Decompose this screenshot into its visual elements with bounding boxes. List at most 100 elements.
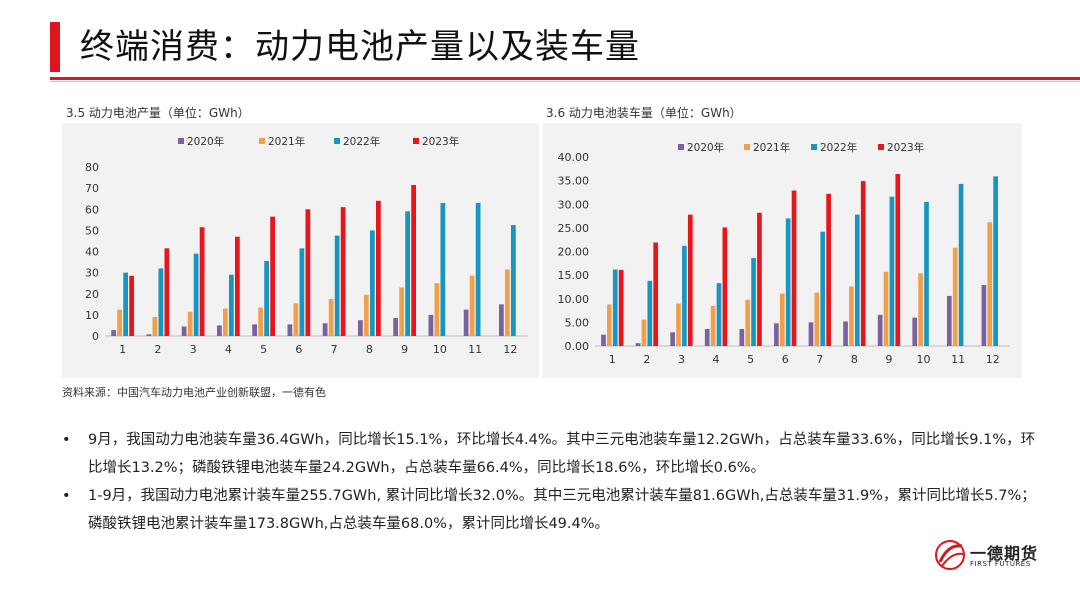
legend-swatch: [811, 144, 817, 150]
bar-2022年-1: [123, 272, 129, 336]
title-divider: [50, 77, 1080, 80]
bar-2022年-11: [958, 183, 964, 346]
bar-2022年-9: [405, 211, 411, 336]
title-accent-bar: [50, 22, 60, 72]
bar-2023年-9: [895, 174, 901, 346]
y-tick-label: 40.00: [558, 151, 590, 164]
bar-2022年-2: [647, 280, 653, 346]
bar-2020年-7: [808, 322, 814, 346]
logo-name: 一德期货: [970, 544, 1039, 563]
bar-2020年-11: [463, 309, 469, 336]
bar-2021年-10: [918, 273, 923, 346]
y-tick-label: 30: [85, 267, 99, 280]
logo-subtitle: FIRST FUTURES: [970, 560, 1031, 568]
bar-2022年-7: [820, 231, 826, 346]
bar-2023年-8: [375, 200, 381, 336]
y-tick-label: 20: [85, 288, 99, 301]
bar-2020年-5: [739, 328, 745, 346]
bar-2022年-12: [510, 225, 516, 336]
bar-2022年-4: [716, 283, 722, 346]
bar-2023年-1: [129, 275, 134, 336]
bar-2021年-12: [987, 222, 993, 346]
bar-2023年-9: [411, 184, 416, 336]
bar-2020年-1: [601, 334, 606, 346]
bar-2021年-1: [607, 304, 612, 346]
bar-2021年-11: [469, 275, 475, 336]
legend-label: 2021年: [753, 141, 790, 154]
bar-2020年-4: [217, 325, 222, 336]
legend-swatch: [334, 138, 340, 144]
bar-2022年-1: [612, 269, 618, 346]
bar-2020年-5: [252, 324, 258, 336]
legend-swatch: [678, 144, 684, 150]
bar-2021年-6: [779, 293, 785, 346]
bar-2023年-3: [687, 214, 693, 346]
bar-2022年-6: [785, 218, 791, 346]
bar-2020年-10: [912, 317, 918, 346]
y-tick-label: 10.00: [558, 293, 590, 306]
x-tick-label: 2: [154, 343, 161, 356]
page-title: 终端消费：动力电池产量以及装车量: [80, 27, 640, 67]
bar-2023年-8: [860, 181, 866, 346]
bar-2022年-7: [334, 235, 340, 336]
legend-swatch: [878, 144, 884, 150]
x-tick-label: 8: [851, 353, 858, 366]
bar-2021年-3: [187, 311, 193, 336]
bar-2023年-5: [270, 216, 275, 336]
bar-2020年-10: [428, 314, 434, 336]
chart-2-panel: 0.00 5.00 10.00 15.00 20.00 25.00 30.00 35.00 40…: [543, 123, 1022, 378]
y-tick-label: 5.00: [565, 316, 590, 329]
x-tick-label: 1: [609, 353, 616, 366]
y-tick-label: 0: [92, 330, 99, 343]
bar-2020年-9: [877, 314, 883, 346]
x-tick-label: 1: [119, 343, 126, 356]
bar-2020年-7: [322, 323, 328, 336]
bar-2022年-2: [158, 268, 164, 336]
bar-2020年-12: [981, 285, 987, 346]
bar-2022年-5: [751, 258, 756, 346]
bar-2023年-2: [164, 248, 170, 336]
bullet-item: • 9月，我国动力电池装车量36.4GWh，同比增长15.1%，环比增长4.4%…: [62, 426, 1037, 482]
bar-2020年-9: [393, 318, 399, 336]
legend-label: 2023年: [887, 141, 924, 154]
y-tick-label: 35.00: [558, 175, 590, 188]
bar-2021年-9: [883, 271, 889, 346]
bar-2020年-2: [146, 334, 152, 336]
bar-2021年-12: [504, 269, 510, 336]
bullet-marker: •: [62, 488, 71, 504]
chart-2-title: 3.6 动力电池装车量（单位：GWh）: [546, 106, 742, 120]
legend-swatch: [744, 144, 750, 150]
bar-2022年-8: [369, 230, 375, 336]
bar-2023年-6: [791, 190, 797, 346]
bar-2023年-6: [305, 209, 311, 336]
bar-2023年-7: [826, 193, 831, 346]
bullet-text: 1-9月，我国动力电池累计装车量255.7GWh, 累计同比增长32.0%。其中…: [88, 488, 1036, 532]
x-tick-label: 5: [260, 343, 267, 356]
bar-2020年-2: [635, 343, 641, 346]
x-tick-label: 7: [816, 353, 823, 366]
bar-2021年-10: [434, 283, 440, 336]
bar-2021年-5: [745, 299, 751, 346]
x-tick-label: 11: [951, 353, 965, 366]
bar-2022年-5: [264, 261, 270, 336]
chart-1-panel: 0 10 20 30 40 50 60 70 80 1 2 3 4 5 6 7 8 9 10 11 12 2020年 202…: [62, 123, 539, 378]
bar-2020年-4: [704, 328, 710, 346]
y-tick-label: 50: [85, 224, 99, 237]
bar-2020年-8: [358, 320, 363, 336]
x-tick-label: 10: [917, 353, 931, 366]
bar-2022年-3: [682, 245, 687, 346]
y-tick-label: 10: [85, 309, 99, 322]
x-tick-label: 9: [885, 353, 892, 366]
bar-2021年-5: [258, 307, 264, 336]
bar-2020年-6: [287, 324, 293, 336]
chart-2-installation: 0.00 5.00 10.00 15.00 20.00 25.00 30.00 35.00 40…: [558, 141, 1010, 366]
legend-label: 2020年: [187, 135, 224, 148]
bar-2020年-8: [843, 321, 848, 346]
x-tick-label: 4: [225, 343, 232, 356]
bar-2022年-9: [889, 196, 895, 346]
legend-label: 2023年: [422, 135, 459, 148]
x-tick-label: 8: [366, 343, 373, 356]
bullet-marker: •: [62, 432, 71, 448]
bar-2021年-9: [399, 287, 405, 336]
